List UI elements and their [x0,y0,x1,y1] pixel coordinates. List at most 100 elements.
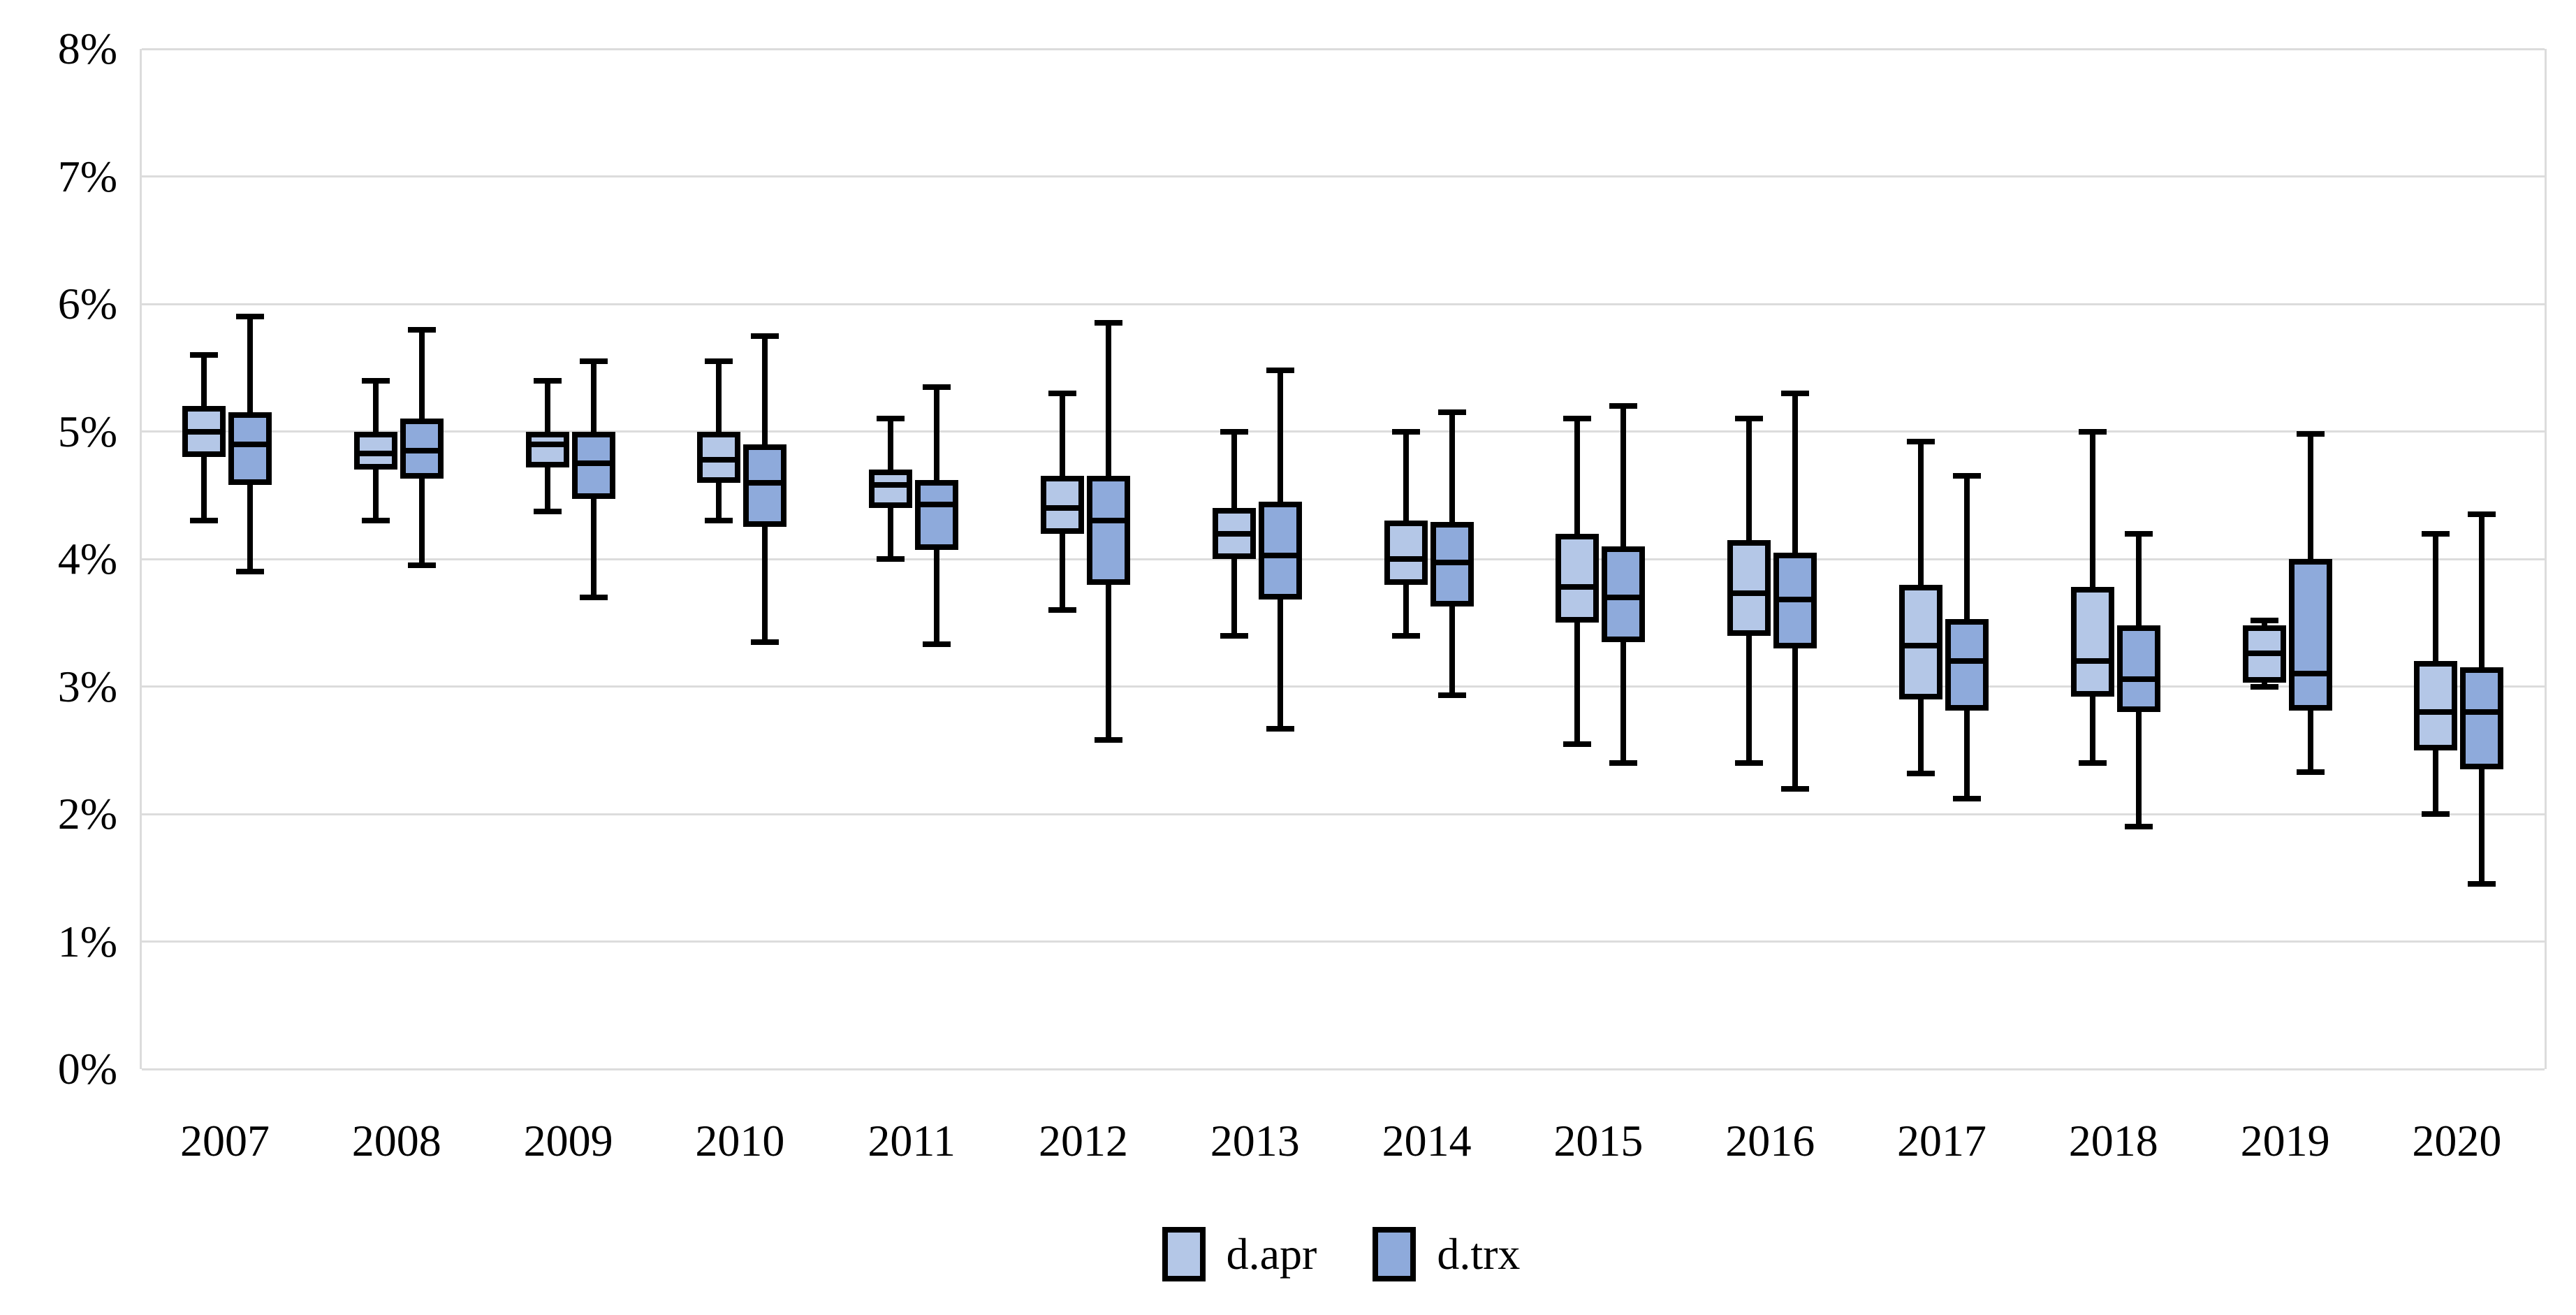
whisker-cap-top [2250,617,2278,623]
box-body [2070,587,2114,697]
median-line [1258,552,1302,558]
median-line [228,441,272,447]
median-line [697,456,741,463]
box-body [869,470,913,508]
x-axis-tick-label: 2016 [1725,1116,1815,1165]
x-axis-tick-label: 2009 [523,1116,613,1165]
whisker-cap-bottom [1437,692,1466,699]
legend-item-d-apr: d.apr [1162,1227,1317,1281]
y-axis-tick-label: 7% [57,151,117,201]
y-axis-tick-label: 8% [57,24,117,73]
gridline [142,813,2545,815]
gridline [142,175,2545,177]
median-line [1430,560,1474,566]
x-axis-tick-label: 2012 [1039,1116,1128,1165]
whisker-cap-bottom [1220,632,1248,639]
x-axis-tick-label: 2017 [1897,1116,1986,1165]
x-axis-tick-label: 2019 [2240,1116,2330,1165]
whisker-cap-bottom [1907,770,1935,776]
median-line [1041,505,1084,511]
y-axis-tick-label: 6% [57,279,117,328]
whisker-cap-bottom [705,518,733,524]
whisker-cap-bottom [1781,785,1810,792]
whisker-cap-top [236,314,264,320]
whisker-cap-top [1609,403,1638,409]
whisker-cap-top [2078,428,2107,435]
box-body [915,479,959,551]
whisker-cap-top [190,352,218,358]
box-body [743,444,787,528]
x-axis-tick-label: 2013 [1210,1116,1300,1165]
legend: d.apr d.trx [140,1227,2542,1281]
whisker-cap-bottom [533,509,562,515]
median-line [182,428,226,435]
box-body [525,431,569,467]
y-axis-tick-label: 1% [57,916,117,966]
gridline [142,48,2545,50]
legend-label-d-apr: d.apr [1226,1229,1317,1279]
box-body [1899,584,1942,699]
box-body [1945,618,1989,711]
median-line [2460,709,2504,715]
box-body [1727,539,1771,636]
whisker-cap-bottom [2296,769,2325,775]
gridline [142,685,2545,688]
whisker-cap-bottom [579,594,608,600]
box-body [2460,667,2504,770]
box-body [2414,661,2458,750]
whisker-cap-top [1563,416,1592,422]
whisker-cap-top [2124,530,2153,537]
box-body [1087,476,1130,585]
whisker-cap-bottom [1048,607,1076,613]
median-line [869,482,913,488]
legend-item-d-trx: d.trx [1373,1227,1520,1281]
median-line [2242,651,2286,657]
whisker-cap-top [2296,431,2325,437]
box-body [1602,546,1646,642]
x-axis-tick-label: 2014 [1382,1116,1472,1165]
whisker-cap-top [1907,439,1935,445]
whisker-cap-top [705,358,733,365]
legend-swatch-d-apr-icon [1162,1227,1206,1281]
whisker-cap-bottom [877,556,905,562]
gridline [142,430,2545,433]
whisker-cap-top [923,384,951,390]
y-axis-tick-label: 5% [57,406,117,456]
whisker-cap-top [751,333,780,339]
whisker-cap-top [533,377,562,384]
whisker-cap-top [579,358,608,365]
legend-swatch-d-trx-icon [1373,1227,1417,1281]
whisker-cap-bottom [2124,824,2153,830]
median-line [2414,709,2458,715]
y-axis-tick-label: 3% [57,661,117,711]
whisker-cap-bottom [2422,811,2450,817]
median-line [1945,658,1989,664]
whisker-cap-top [1391,428,1420,435]
plot-area [140,48,2547,1070]
box-body [2116,625,2160,712]
x-axis-tick-label: 2007 [180,1116,270,1165]
median-line [571,460,615,467]
whisker-cap-top [1437,409,1466,416]
whisker-cap-bottom [2468,881,2496,887]
whisker-cap-top [361,377,390,384]
whisker-cap-top [1048,390,1076,396]
whisker-cap-bottom [361,518,390,524]
whisker-cap-bottom [1735,760,1764,766]
whisker-cap-bottom [2078,760,2107,766]
median-line [2116,676,2160,682]
whisker-cap-top [407,326,436,333]
whisker-cap-bottom [1391,632,1420,639]
gridline [142,558,2545,560]
median-line [1384,556,1428,562]
whisker-cap-bottom [923,641,951,648]
whisker-cap-top [877,416,905,422]
box-body [1384,521,1428,585]
median-line [1602,594,1646,600]
y-axis-tick-label: 2% [57,789,117,838]
x-axis-tick-label: 2011 [868,1116,956,1165]
x-axis-tick-label: 2020 [2412,1116,2502,1165]
whisker-cap-bottom [407,562,436,569]
whisker-cap-bottom [1953,796,1981,802]
